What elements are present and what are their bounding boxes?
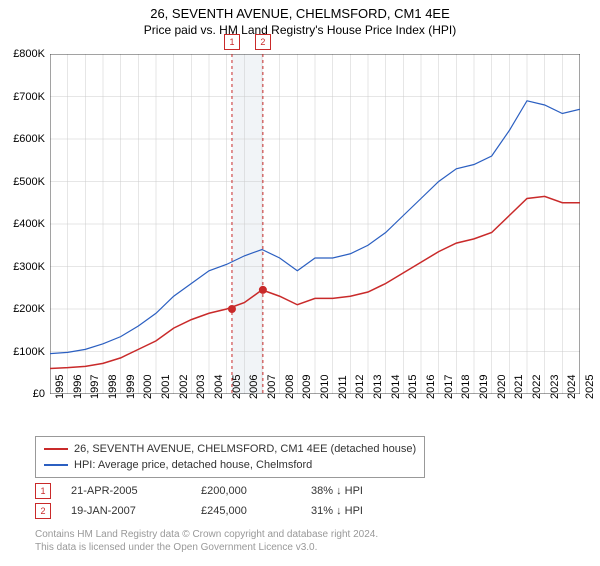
x-tick-label: 2017 xyxy=(443,375,455,399)
y-tick-label: £800K xyxy=(13,48,45,60)
footer-attribution: Contains HM Land Registry data © Crown c… xyxy=(35,528,378,554)
x-tick-label: 2013 xyxy=(372,375,384,399)
x-tick-label: 2008 xyxy=(284,375,296,399)
legend-label: HPI: Average price, detached house, Chel… xyxy=(74,457,312,473)
chart-area: £0£100K£200K£300K£400K£500K£600K£700K£80… xyxy=(50,54,580,394)
legend-label: 26, SEVENTH AVENUE, CHELMSFORD, CM1 4EE … xyxy=(74,441,416,457)
x-tick-label: 2004 xyxy=(213,375,225,399)
sale-price: £245,000 xyxy=(201,505,311,517)
x-tick-label: 2019 xyxy=(478,375,490,399)
x-tick-label: 2006 xyxy=(248,375,260,399)
x-tick-label: 2011 xyxy=(337,375,349,399)
y-tick-label: £700K xyxy=(13,91,45,103)
y-tick-label: £600K xyxy=(13,133,45,145)
y-tick-label: £500K xyxy=(13,176,45,188)
legend-item: HPI: Average price, detached house, Chel… xyxy=(44,457,416,473)
x-tick-label: 2024 xyxy=(566,375,578,399)
y-tick-label: £200K xyxy=(13,303,45,315)
sale-delta: 31% ↓ HPI xyxy=(311,505,411,517)
y-tick-label: £300K xyxy=(13,261,45,273)
x-tick-label: 1997 xyxy=(89,375,101,399)
sale-delta: 38% ↓ HPI xyxy=(311,485,411,497)
sale-marker-2: 2 xyxy=(255,34,271,50)
y-tick-label: £400K xyxy=(13,218,45,230)
chart-title: 26, SEVENTH AVENUE, CHELMSFORD, CM1 4EE xyxy=(0,6,600,21)
sale-marker: 2 xyxy=(35,503,51,519)
sale-marker: 1 xyxy=(35,483,51,499)
x-tick-label: 2014 xyxy=(390,375,402,399)
legend: 26, SEVENTH AVENUE, CHELMSFORD, CM1 4EE … xyxy=(35,436,425,478)
sale-row: 2 19-JAN-2007£245,00031% ↓ HPI xyxy=(35,501,411,521)
x-tick-label: 2023 xyxy=(549,375,561,399)
x-tick-label: 1998 xyxy=(107,375,119,399)
x-tick-label: 2000 xyxy=(142,375,154,399)
x-tick-label: 2021 xyxy=(513,375,525,399)
y-tick-label: £0 xyxy=(33,388,45,400)
x-tick-label: 2005 xyxy=(231,375,243,399)
x-tick-label: 2009 xyxy=(301,375,313,399)
x-tick-label: 2016 xyxy=(425,375,437,399)
footer-line-1: Contains HM Land Registry data © Crown c… xyxy=(35,528,378,541)
sale-marker-1: 1 xyxy=(224,34,240,50)
sale-row: 1 21-APR-2005£200,00038% ↓ HPI xyxy=(35,481,411,501)
legend-swatch xyxy=(44,464,68,466)
x-tick-label: 2003 xyxy=(195,375,207,399)
x-tick-label: 2012 xyxy=(354,375,366,399)
chart-subtitle: Price paid vs. HM Land Registry's House … xyxy=(0,23,600,37)
legend-swatch xyxy=(44,448,68,450)
x-tick-label: 2015 xyxy=(407,375,419,399)
sale-price: £200,000 xyxy=(201,485,311,497)
sale-date: 19-JAN-2007 xyxy=(71,505,201,517)
x-tick-label: 2018 xyxy=(460,375,472,399)
y-tick-label: £100K xyxy=(13,346,45,358)
legend-item: 26, SEVENTH AVENUE, CHELMSFORD, CM1 4EE … xyxy=(44,441,416,457)
chart-svg xyxy=(50,54,580,394)
x-tick-label: 2025 xyxy=(584,375,596,399)
x-tick-label: 1995 xyxy=(54,375,66,399)
x-tick-label: 2002 xyxy=(178,375,190,399)
sales-table: 1 21-APR-2005£200,00038% ↓ HPI 2 19-JAN-200… xyxy=(35,481,411,521)
x-tick-label: 2010 xyxy=(319,375,331,399)
footer-line-2: This data is licensed under the Open Gov… xyxy=(35,541,378,554)
x-tick-label: 2020 xyxy=(496,375,508,399)
x-tick-label: 2022 xyxy=(531,375,543,399)
x-tick-label: 1999 xyxy=(125,375,137,399)
sale-date: 21-APR-2005 xyxy=(71,485,201,497)
x-tick-label: 1996 xyxy=(72,375,84,399)
x-tick-label: 2007 xyxy=(266,375,278,399)
x-tick-label: 2001 xyxy=(160,375,172,399)
